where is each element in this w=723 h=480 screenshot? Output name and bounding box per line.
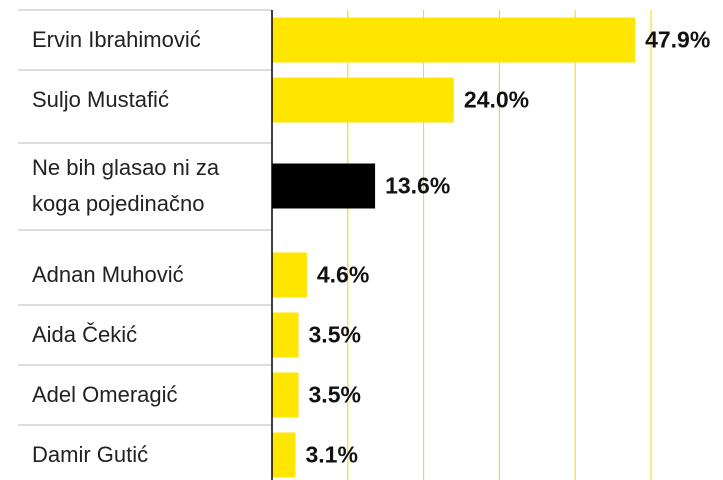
- value-label: 47.9%: [645, 26, 711, 53]
- bar: [272, 372, 299, 418]
- bar: [272, 163, 376, 209]
- value-label: 3.1%: [305, 441, 358, 468]
- category-label: Adnan Muhović: [32, 262, 184, 287]
- value-label: 13.6%: [385, 172, 451, 199]
- value-label: 3.5%: [308, 321, 361, 348]
- value-label: 24.0%: [463, 86, 530, 113]
- category-label: Adel Omeragić: [32, 382, 178, 407]
- category-label: Aida Čekić: [32, 322, 138, 347]
- bar: [272, 432, 296, 478]
- bar: [272, 77, 454, 123]
- category-label: Suljo Mustafić: [32, 87, 169, 112]
- category-label: Ne bih glasao ni za koga pojedinačno: [32, 155, 220, 216]
- bar: [272, 252, 307, 298]
- value-label: 3.5%: [308, 381, 361, 408]
- category-label: Ervin Ibrahimović: [32, 27, 201, 52]
- category-label: Damir Gutić: [32, 442, 149, 467]
- bar: [272, 312, 299, 358]
- bar: [272, 17, 636, 63]
- value-label: 4.6%: [316, 261, 370, 288]
